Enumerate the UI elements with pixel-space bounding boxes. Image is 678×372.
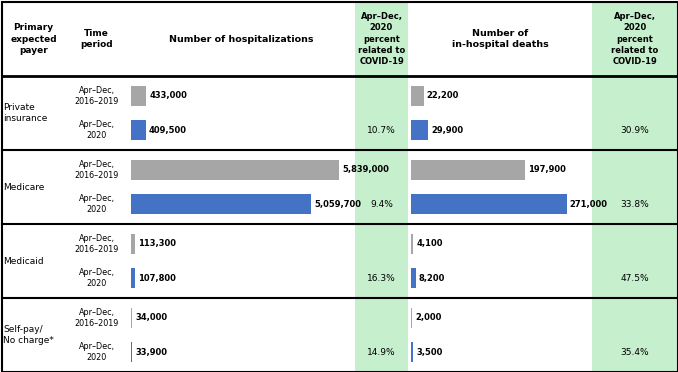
Text: 107,800: 107,800 [138, 273, 176, 282]
Text: 113,300: 113,300 [138, 240, 176, 248]
Text: 4,100: 4,100 [416, 240, 443, 248]
Text: 33.8%: 33.8% [620, 199, 650, 209]
Bar [411, 308, 412, 328]
Text: Time
period: Time period [80, 29, 113, 49]
Text: 35.4%: 35.4% [620, 347, 650, 356]
Bar [411, 234, 414, 254]
Text: Private
insurance: Private insurance [3, 103, 47, 123]
Text: Number of hospitalizations: Number of hospitalizations [170, 35, 314, 44]
Text: Apr–Dec,
2016–2019: Apr–Dec, 2016–2019 [75, 308, 119, 328]
Text: 3,500: 3,500 [416, 347, 442, 356]
Text: Apr–Dec,
2020: Apr–Dec, 2020 [79, 194, 115, 214]
Text: 433,000: 433,000 [149, 92, 187, 100]
Bar [411, 86, 424, 106]
Text: 197,900: 197,900 [527, 166, 565, 174]
Bar [131, 269, 135, 288]
Bar [355, 2, 408, 372]
Text: Apr–Dec,
2016–2019: Apr–Dec, 2016–2019 [75, 234, 119, 254]
Text: 9.4%: 9.4% [370, 199, 393, 209]
Bar [411, 121, 428, 140]
Text: 34,000: 34,000 [135, 314, 167, 323]
Text: 47.5%: 47.5% [620, 273, 650, 282]
Text: Apr–Dec,
2020: Apr–Dec, 2020 [79, 120, 115, 140]
Text: Primary
expected
payer: Primary expected payer [10, 23, 57, 55]
Bar [131, 86, 146, 106]
Bar [131, 121, 146, 140]
Text: 5,059,700: 5,059,700 [315, 199, 361, 209]
Text: Apr–Dec,
2020
percent
related to
COVID-19: Apr–Dec, 2020 percent related to COVID-1… [612, 12, 658, 66]
Text: Medicaid: Medicaid [3, 257, 43, 266]
Bar [411, 160, 525, 180]
Bar [411, 342, 413, 362]
Bar [131, 342, 132, 362]
Bar [411, 195, 567, 214]
Bar [131, 308, 132, 328]
Text: 33,900: 33,900 [135, 347, 167, 356]
Text: 10.7%: 10.7% [367, 125, 396, 135]
Text: Apr–Dec,
2016–2019: Apr–Dec, 2016–2019 [75, 86, 119, 106]
Text: 271,000: 271,000 [570, 199, 607, 209]
Text: Number of
in-hospital deaths: Number of in-hospital deaths [452, 29, 549, 49]
Text: 2,000: 2,000 [415, 314, 441, 323]
Text: Apr–Dec,
2020
percent
related to
COVID-19: Apr–Dec, 2020 percent related to COVID-1… [358, 12, 405, 66]
Text: Self-pay/
No charge*: Self-pay/ No charge* [3, 325, 54, 345]
Text: Apr–Dec,
2020: Apr–Dec, 2020 [79, 268, 115, 288]
Text: 14.9%: 14.9% [367, 347, 396, 356]
Bar [131, 160, 339, 180]
Text: Apr–Dec,
2016–2019: Apr–Dec, 2016–2019 [75, 160, 119, 180]
Text: 409,500: 409,500 [148, 125, 186, 135]
Text: 30.9%: 30.9% [620, 125, 650, 135]
Text: Apr–Dec,
2020: Apr–Dec, 2020 [79, 342, 115, 362]
Text: 29,900: 29,900 [431, 125, 463, 135]
Bar [131, 234, 135, 254]
Bar [592, 2, 678, 372]
Bar [411, 269, 416, 288]
Bar [131, 195, 311, 214]
Text: 5,839,000: 5,839,000 [342, 166, 389, 174]
Text: 22,200: 22,200 [426, 92, 459, 100]
Text: 8,200: 8,200 [419, 273, 445, 282]
Text: Medicare: Medicare [3, 183, 44, 192]
Text: 16.3%: 16.3% [367, 273, 396, 282]
